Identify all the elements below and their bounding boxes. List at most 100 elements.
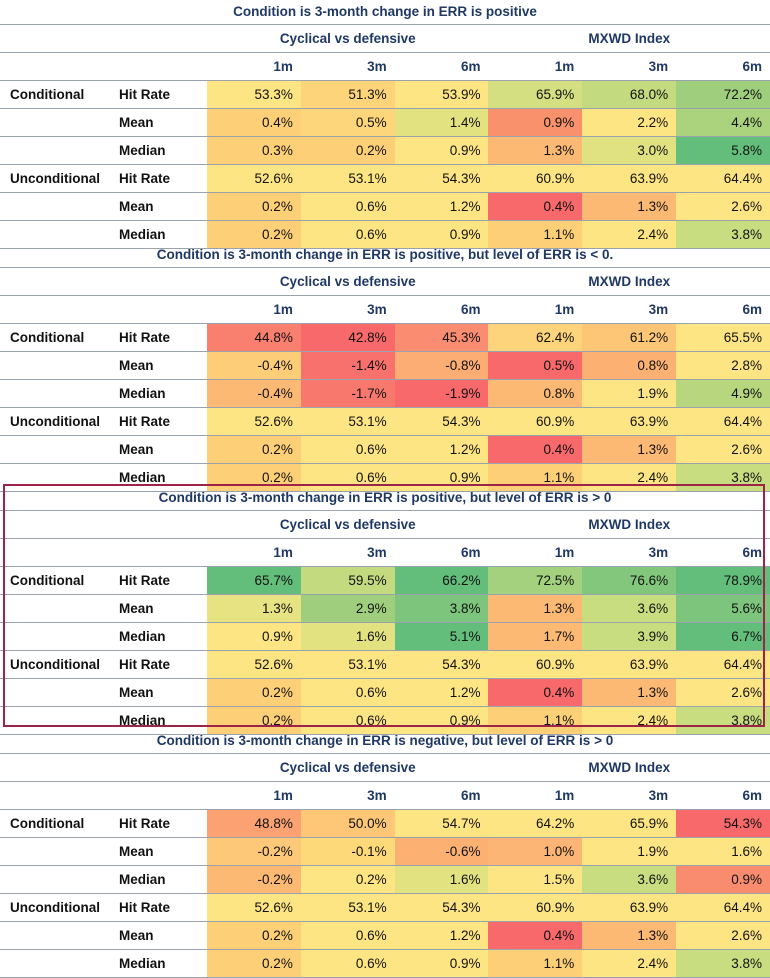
value-cell: 1.3% [582,922,677,949]
value-cell: 2.4% [582,221,677,248]
table-row: Mean -0.4% -1.4% -0.8% 0.5% 0.8% 2.8% [0,351,770,379]
table-row: Unconditional Hit Rate 52.6% 53.1% 54.3% 60.9… [0,164,770,192]
value-cell: 5.1% [394,623,489,650]
value-cell: 1.2% [394,193,489,220]
value-cell: 65.9% [582,810,677,837]
value-cell: -0.6% [394,838,489,865]
value-cell: 63.9% [582,165,677,192]
value-cell: 1.3% [488,137,583,164]
row-metric-label: Median [119,872,166,887]
row-metric-label: Hit Rate [119,657,171,672]
value-cell: 0.2% [207,464,301,491]
row-group-label [0,838,118,865]
value-cell: 1.3% [582,679,677,706]
value-cell: 59.5% [300,567,395,594]
value-cell: 4.4% [676,109,770,136]
period-label: 1m [273,545,293,560]
value-cell: 0.3% [207,137,301,164]
row-metric-label: Hit Rate [119,816,171,831]
value-cell: 63.9% [582,894,677,921]
value-cell: 0.9% [207,623,301,650]
value-cell: 5.6% [676,595,770,622]
value-cell: 65.7% [207,567,301,594]
value-cell: 1.6% [676,838,770,865]
value-cell: 1.2% [394,436,489,463]
value-cell: -1.9% [394,380,489,407]
group-header-row: Cyclical vs defensive MXWD Index [0,24,770,52]
value-cell: 1.1% [488,707,583,734]
period-header-row: 1m 3m 6m 1m 3m 6m [0,52,770,80]
value-cell: 48.8% [207,810,301,837]
group-label: MXWD Index [588,274,671,289]
period-label: 6m [460,302,481,317]
table-row: Conditional Hit Rate 44.8% 42.8% 45.3% 62.4% 6… [0,323,770,351]
row-metric-label: Median [119,470,166,485]
table-row: Conditional Hit Rate 48.8% 50.0% 54.7% 64.2% 6… [0,809,770,837]
value-cell: -0.1% [300,838,395,865]
value-cell: 0.5% [300,109,395,136]
table-row: Median 0.9% 1.6% 5.1% 1.7% 3.9% 6.7% [0,622,770,650]
value-cell: -0.4% [207,352,301,379]
value-cell: 60.9% [488,408,583,435]
value-cell: 0.4% [488,193,583,220]
period-label: 6m [460,788,481,803]
value-cell: 3.8% [676,221,770,248]
value-cell: 0.5% [488,352,583,379]
value-cell: 1.5% [488,866,583,893]
value-cell: 2.4% [582,707,677,734]
value-cell: 3.9% [582,623,677,650]
value-cell: 52.6% [207,165,301,192]
table-row: Unconditional Hit Rate 52.6% 53.1% 54.3% 60.9… [0,407,770,435]
row-metric-label: Mean [119,115,154,130]
value-cell: 0.6% [300,221,395,248]
row-metric-label: Hit Rate [119,414,171,429]
row-metric-label: Median [119,713,166,728]
value-cell: 5.8% [676,137,770,164]
value-cell: 0.8% [488,380,583,407]
period-label: 1m [554,302,575,317]
value-cell: 1.3% [582,193,677,220]
row-group-label [0,679,118,706]
value-cell: 1.6% [394,866,489,893]
group-label: MXWD Index [588,760,671,775]
period-label: 6m [460,59,481,74]
row-group-label [0,352,118,379]
value-cell: 64.4% [676,408,770,435]
row-metric-label: Median [119,956,166,971]
period-label: 3m [367,59,387,74]
row-metric-label: Mean [119,844,154,859]
row-metric-label: Median [119,143,166,158]
table-row: Median 0.2% 0.6% 0.9% 1.1% 2.4% 3.8% [0,220,770,249]
value-cell: 54.3% [394,165,489,192]
table-section: Condition is 3-month change in ERR is po… [0,243,770,492]
value-cell: -1.4% [300,352,395,379]
period-label: 3m [367,545,387,560]
value-cell: 2.6% [676,193,770,220]
value-cell: 0.2% [207,193,301,220]
period-label: 6m [742,788,762,803]
table-row: Mean 0.2% 0.6% 1.2% 0.4% 1.3% 2.6% [0,678,770,706]
value-cell: 1.1% [488,464,583,491]
row-metric-label: Hit Rate [119,330,171,345]
value-cell: 0.2% [207,922,301,949]
value-cell: 1.1% [488,950,583,977]
value-cell: 0.4% [488,922,583,949]
value-cell: 1.3% [207,595,301,622]
row-group-label [0,436,118,463]
row-group-label: Conditional [10,87,85,102]
value-cell: 52.6% [207,408,301,435]
row-metric-label: Hit Rate [119,573,171,588]
value-cell: 64.2% [488,810,583,837]
value-cell: 53.1% [300,894,395,921]
value-cell: 3.8% [676,707,770,734]
value-cell: 52.6% [207,894,301,921]
value-cell: 0.9% [488,109,583,136]
group-label: MXWD Index [588,517,671,532]
value-cell: 51.3% [300,81,395,108]
value-cell: 0.4% [488,436,583,463]
period-label: 6m [742,302,762,317]
period-label: 3m [367,302,387,317]
value-cell: 0.8% [582,352,677,379]
section-title: Condition is 3-month change in ERR is po… [158,490,612,505]
